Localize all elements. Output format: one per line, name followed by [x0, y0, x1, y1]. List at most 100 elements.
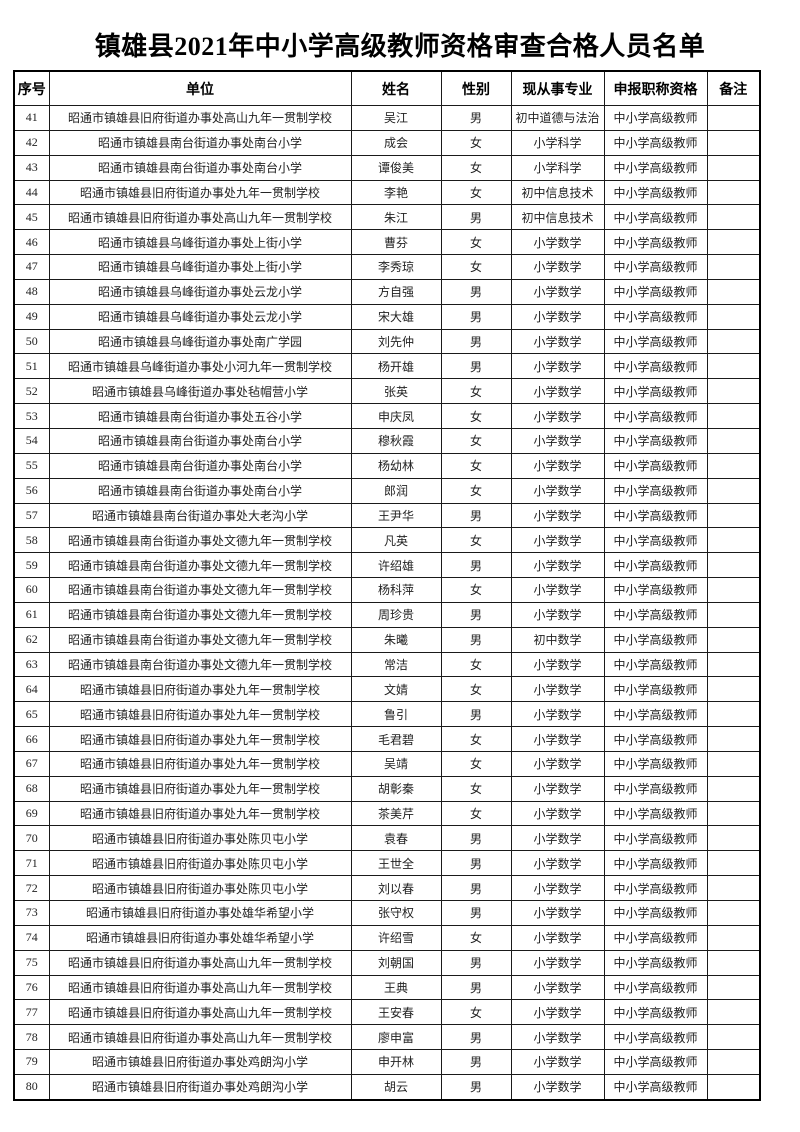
cell-qualification: 中小学高级教师 [603, 403, 708, 429]
cell-no: 51 [13, 353, 50, 380]
cell-gender: 女 [440, 527, 512, 554]
cell-qualification: 中小学高级教师 [603, 875, 708, 901]
cell-qualification: 中小学高级教师 [603, 1024, 708, 1051]
table-row: 57 昭通市镇雄县南台街道办事处大老沟小学 王尹华男小学数学 中小学高级教师 [13, 502, 761, 529]
cell-gender: 男 [440, 328, 512, 355]
cell-unit: 昭通市镇雄县旧府街道办事处鸡朗沟小学 [48, 1073, 352, 1101]
cell-no: 46 [13, 229, 50, 256]
cell-qualification: 中小学高级教师 [603, 204, 708, 231]
column-header: 申报职称资格 [603, 70, 708, 106]
cell-major: 初中信息技术 [510, 179, 605, 206]
cell-qualification: 中小学高级教师 [603, 378, 708, 405]
cell-qualification: 中小学高级教师 [603, 278, 708, 305]
table-row: 63 昭通市镇雄县南台街道办事处文德九年一贯制学校 常洁女小学数学 中小学高级教师 [13, 651, 761, 678]
cell-unit: 昭通市镇雄县旧府街道办事处九年一贯制学校 [48, 676, 352, 703]
cell-no: 43 [13, 154, 50, 181]
cell-no: 74 [13, 924, 50, 951]
cell-name: 王安春 [350, 999, 442, 1026]
cell-no: 41 [13, 105, 50, 131]
column-header: 序号 [13, 70, 50, 106]
cell-gender: 女 [440, 775, 512, 802]
cell-name: 吴江 [350, 105, 442, 131]
cell-qualification: 中小学高级教师 [603, 676, 708, 703]
cell-remark [706, 999, 761, 1026]
cell-no: 58 [13, 527, 50, 554]
cell-no: 63 [13, 651, 50, 678]
cell-remark [706, 1024, 761, 1051]
column-header: 备注 [706, 70, 761, 106]
cell-gender: 女 [440, 378, 512, 405]
table-row: 70 昭通市镇雄县旧府街道办事处陈贝屯小学 袁春男小学数学 中小学高级教师 [13, 825, 761, 852]
table-row: 58 昭通市镇雄县南台街道办事处文德九年一贯制学校 凡英女小学数学 中小学高级教师 [13, 527, 761, 554]
cell-unit: 昭通市镇雄县南台街道办事处文德九年一贯制学校 [48, 651, 352, 678]
table-row: 69 昭通市镇雄县旧府街道办事处九年一贯制学校 茶美芹女小学数学 中小学高级教师 [13, 800, 761, 827]
cell-no: 64 [13, 676, 50, 703]
cell-unit: 昭通市镇雄县旧府街道办事处高山九年一贯制学校 [48, 1024, 352, 1051]
cell-unit: 昭通市镇雄县南台街道办事处文德九年一贯制学校 [48, 552, 352, 579]
cell-remark [706, 577, 761, 603]
cell-no: 78 [13, 1024, 50, 1051]
cell-unit: 昭通市镇雄县南台街道办事处南台小学 [48, 427, 352, 454]
cell-no: 75 [13, 949, 50, 976]
table-row: 41 昭通市镇雄县旧府街道办事处高山九年一贯制学校 吴江男初中道德与法治 中小学高级教… [13, 105, 761, 131]
cell-unit: 昭通市镇雄县旧府街道办事处雄华希望小学 [48, 924, 352, 951]
cell-qualification: 中小学高级教师 [603, 701, 708, 728]
cell-no: 66 [13, 726, 50, 752]
cell-gender: 男 [440, 353, 512, 380]
cell-gender: 男 [440, 626, 512, 653]
table-row: 62 昭通市镇雄县南台街道办事处文德九年一贯制学校 朱曦男初中数学 中小学高级教师 [13, 626, 761, 653]
cell-unit: 昭通市镇雄县南台街道办事处南台小学 [48, 129, 352, 156]
cell-remark [706, 726, 761, 752]
cell-name: 申开林 [350, 1049, 442, 1075]
cell-gender: 男 [440, 974, 512, 1001]
cell-gender: 女 [440, 676, 512, 703]
cell-unit: 昭通市镇雄县乌峰街道办事处云龙小学 [48, 303, 352, 330]
cell-major: 小学数学 [510, 278, 605, 305]
cell-unit: 昭通市镇雄县南台街道办事处文德九年一贯制学校 [48, 577, 352, 603]
cell-no: 70 [13, 825, 50, 852]
cell-unit: 昭通市镇雄县南台街道办事处南台小学 [48, 477, 352, 504]
cell-qualification: 中小学高级教师 [603, 626, 708, 653]
cell-remark [706, 229, 761, 256]
cell-no: 73 [13, 900, 50, 926]
cell-unit: 昭通市镇雄县旧府街道办事处高山九年一贯制学校 [48, 999, 352, 1026]
cell-remark [706, 651, 761, 678]
cell-qualification: 中小学高级教师 [603, 328, 708, 355]
cell-remark [706, 1073, 761, 1101]
cell-unit: 昭通市镇雄县旧府街道办事处九年一贯制学校 [48, 750, 352, 777]
cell-name: 廖申富 [350, 1024, 442, 1051]
cell-qualification: 中小学高级教师 [603, 601, 708, 628]
cell-unit: 昭通市镇雄县乌峰街道办事处上街小学 [48, 229, 352, 256]
cell-remark [706, 701, 761, 728]
cell-name: 穆秋霞 [350, 427, 442, 454]
table-row: 65 昭通市镇雄县旧府街道办事处九年一贯制学校 鲁引男小学数学 中小学高级教师 [13, 701, 761, 728]
cell-remark [706, 875, 761, 901]
cell-name: 李秀琼 [350, 254, 442, 280]
table-row: 74 昭通市镇雄县旧府街道办事处雄华希望小学 许绍雪女小学数学 中小学高级教师 [13, 924, 761, 951]
cell-name: 杨幼林 [350, 452, 442, 479]
cell-qualification: 中小学高级教师 [603, 229, 708, 256]
cell-qualification: 中小学高级教师 [603, 552, 708, 579]
cell-gender: 男 [440, 278, 512, 305]
cell-major: 小学数学 [510, 577, 605, 603]
cell-no: 77 [13, 999, 50, 1026]
cell-major: 小学数学 [510, 552, 605, 579]
table-row: 53 昭通市镇雄县南台街道办事处五谷小学 申庆凤女小学数学 中小学高级教师 [13, 403, 761, 429]
cell-qualification: 中小学高级教师 [603, 949, 708, 976]
cell-unit: 昭通市镇雄县旧府街道办事处九年一贯制学校 [48, 726, 352, 752]
cell-name: 李艳 [350, 179, 442, 206]
cell-qualification: 中小学高级教师 [603, 427, 708, 454]
cell-major: 小学数学 [510, 527, 605, 554]
cell-name: 成会 [350, 129, 442, 156]
cell-qualification: 中小学高级教师 [603, 800, 708, 827]
cell-gender: 女 [440, 229, 512, 256]
cell-no: 71 [13, 850, 50, 877]
cell-no: 52 [13, 378, 50, 405]
cell-major: 小学数学 [510, 825, 605, 852]
personnel-table: 序号 单位 姓名 性别 现从事专业 申报职称资格 备注 41 昭通市镇雄县旧府街道办事处高山九… [13, 70, 761, 1101]
cell-major: 小学数学 [510, 999, 605, 1026]
cell-qualification: 中小学高级教师 [603, 105, 708, 131]
cell-unit: 昭通市镇雄县乌峰街道办事处上街小学 [48, 254, 352, 280]
cell-gender: 女 [440, 154, 512, 181]
cell-name: 曹芬 [350, 229, 442, 256]
